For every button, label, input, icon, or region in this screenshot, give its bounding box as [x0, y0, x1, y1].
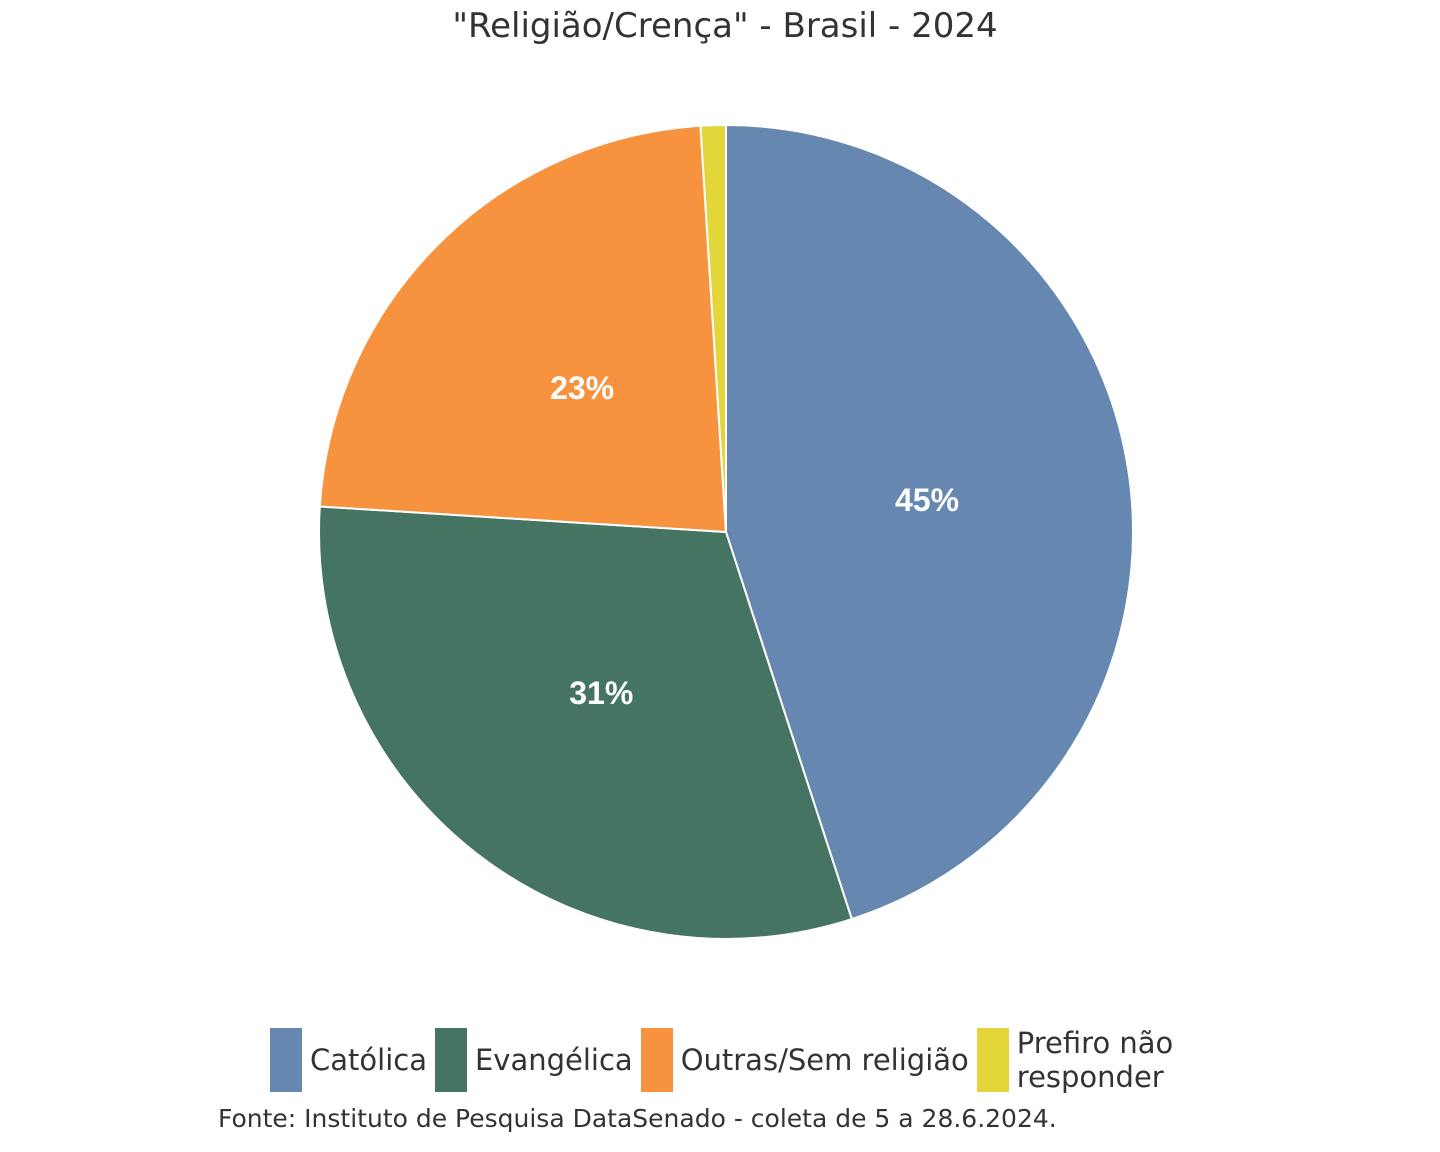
legend-item-prefiro-nao-responder: Prefiro não responder — [976, 1026, 1197, 1094]
legend-item-evangelica: Evangélica — [434, 1028, 633, 1092]
legend-swatch-evangelica — [434, 1028, 467, 1092]
legend: Católica Evangélica Outras/Sem religião Pre… — [270, 1026, 1205, 1094]
data-label-evangelica: 31% — [569, 675, 633, 711]
legend-label-prefiro-nao-responder: Prefiro não responder — [1016, 1026, 1174, 1094]
chart-title: "Religião/Crença" - Brasil - 2024 — [452, 6, 998, 46]
legend-item-catolica: Católica — [270, 1028, 427, 1092]
legend-label-evangelica: Evangélica — [474, 1043, 633, 1077]
legend-item-outras-sem-religiao: Outras/Sem religião — [640, 1028, 969, 1092]
pie-chart: 45% 31% 23% — [318, 123, 1134, 940]
pie-slice-catolica — [725, 123, 1134, 921]
legend-swatch-prefiro-nao-responder — [976, 1028, 1009, 1092]
pie-slice-prefiro-nao-responder — [699, 123, 727, 533]
legend-swatch-outras-sem-religiao — [640, 1028, 673, 1092]
pie-slice-evangelica — [318, 505, 854, 940]
legend-swatch-catolica — [270, 1028, 302, 1092]
legend-label-catolica: Católica — [310, 1043, 427, 1077]
legend-label-outras-sem-religiao: Outras/Sem religião — [680, 1043, 969, 1077]
data-label-catolica: 45% — [895, 482, 959, 518]
data-label-outras-sem-religiao: 23% — [550, 370, 614, 406]
pie-slice-outras-sem-religiao — [318, 124, 728, 534]
source-note: Fonte: Instituto de Pesquisa DataSenado … — [218, 1104, 1057, 1133]
